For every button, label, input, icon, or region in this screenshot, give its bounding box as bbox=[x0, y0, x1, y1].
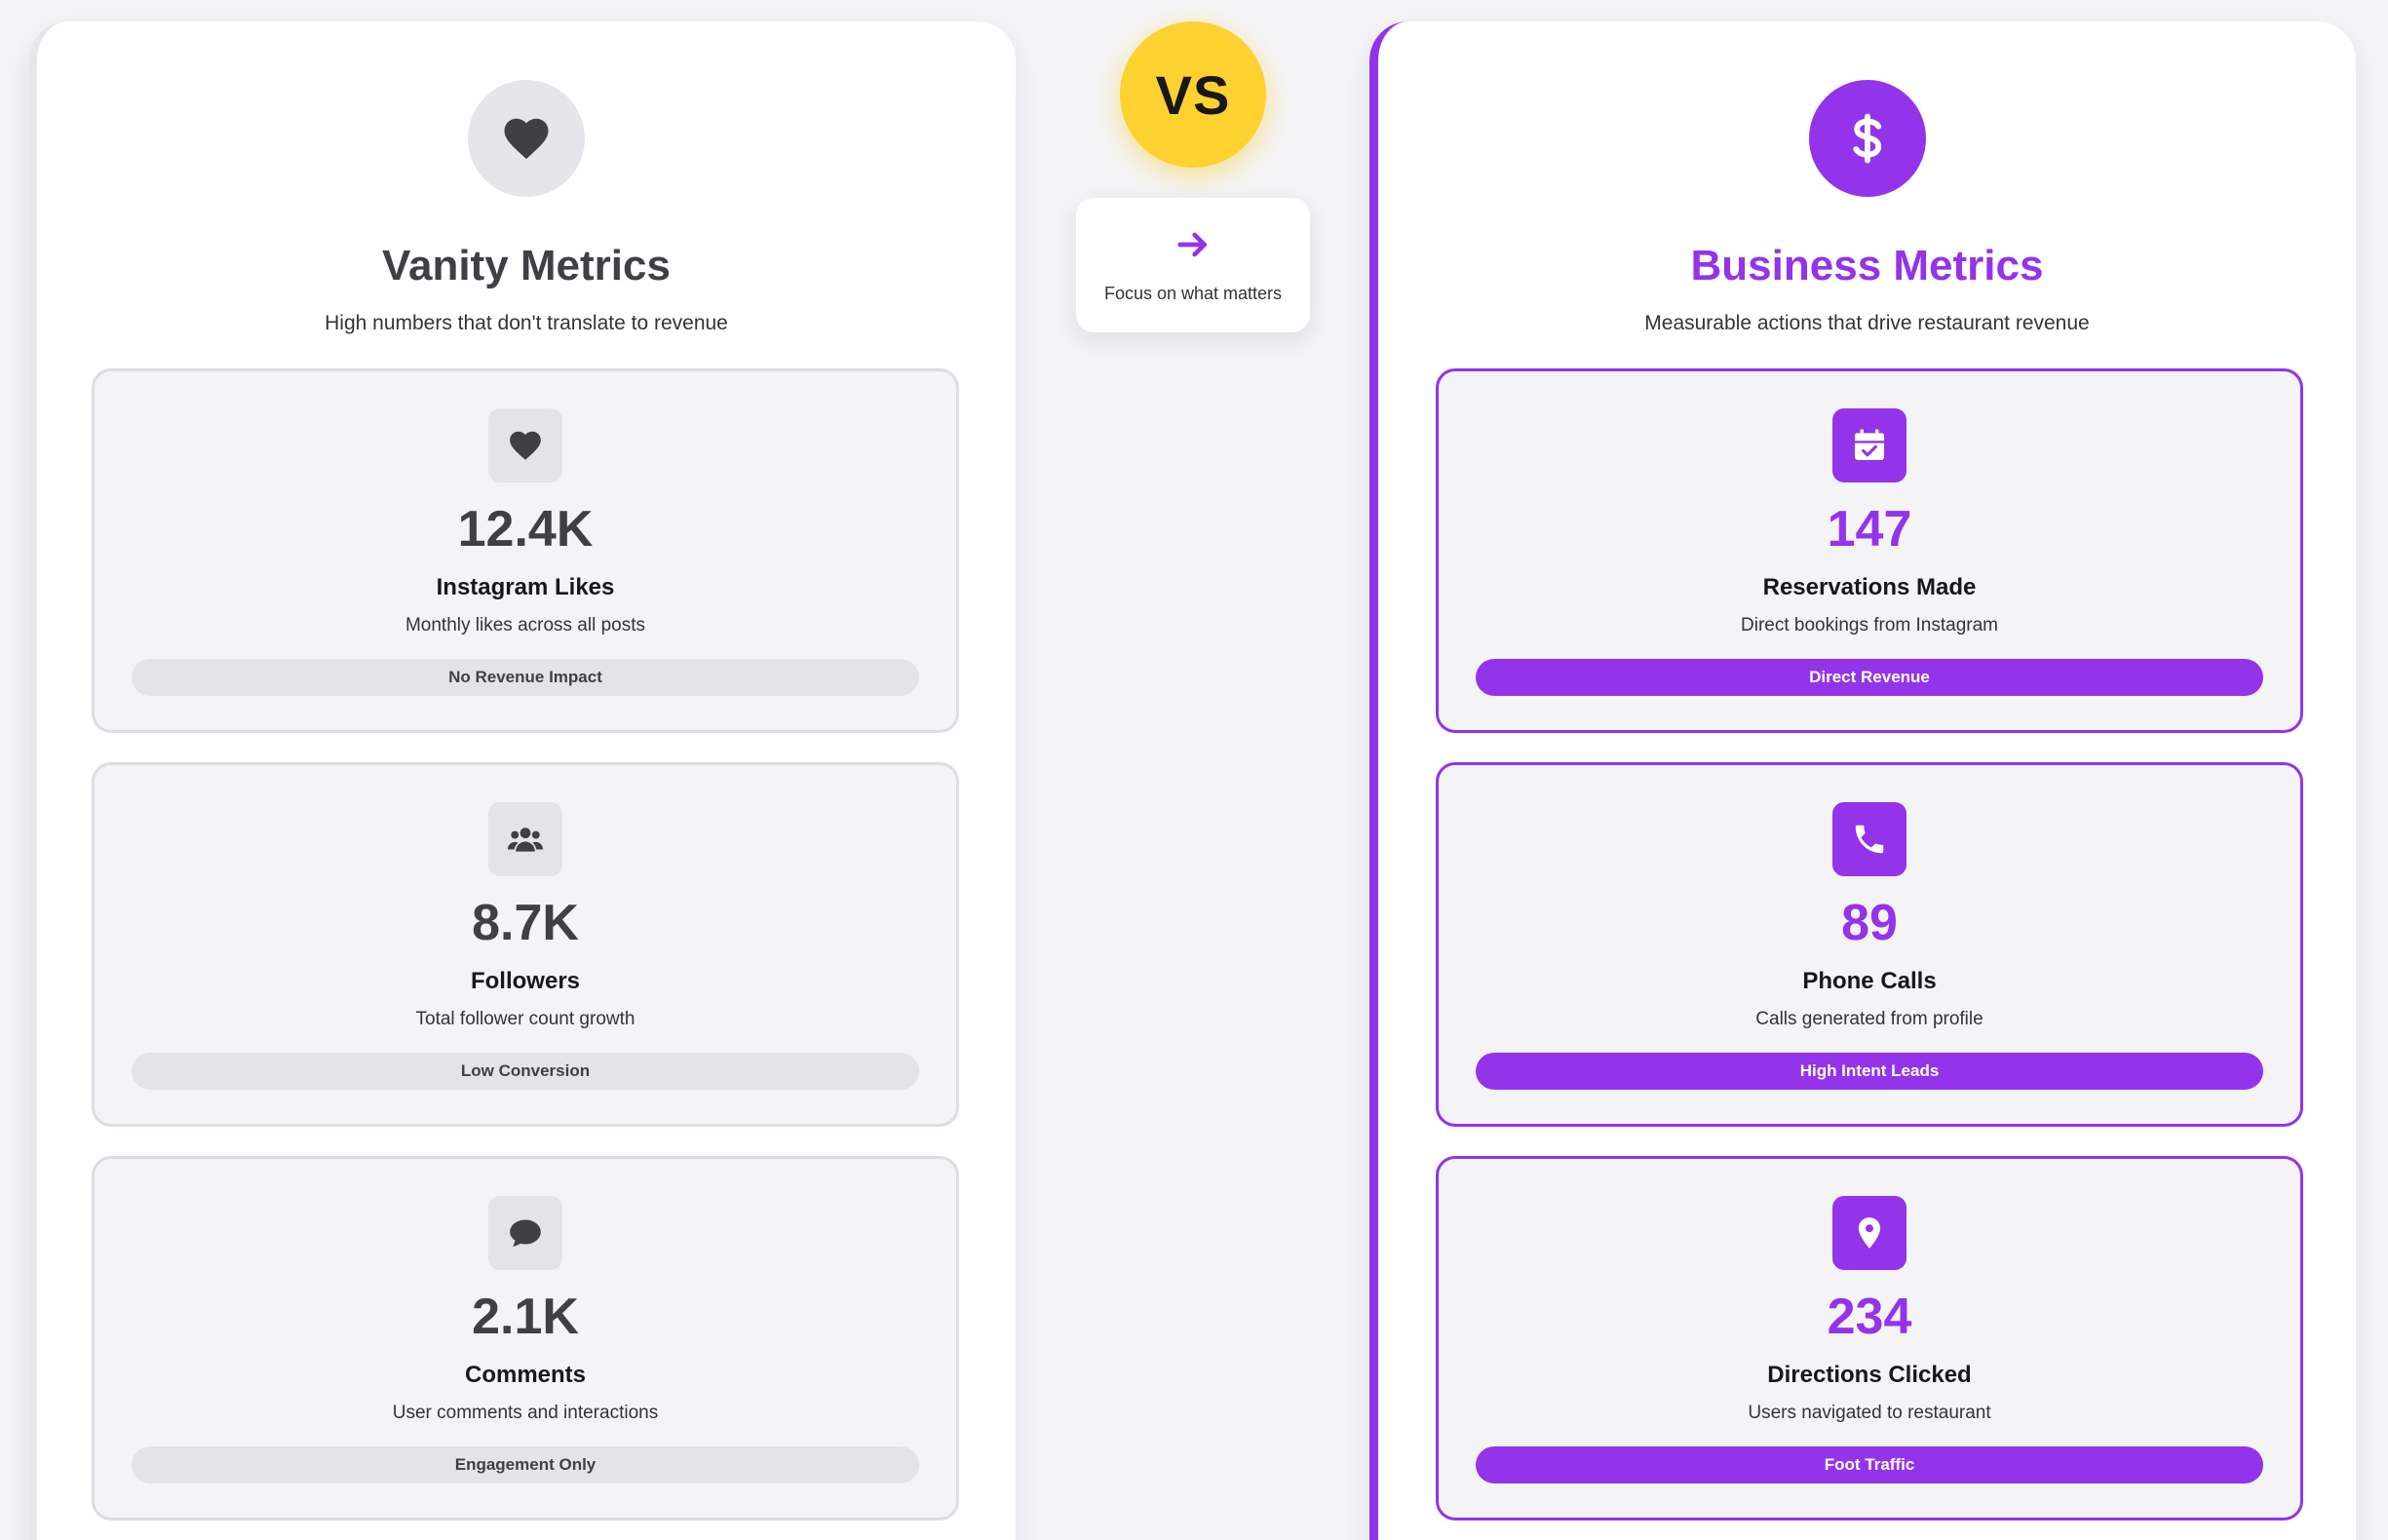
business-metrics-panel: Business Metrics Measurable actions that… bbox=[1369, 21, 2356, 1540]
phone-icon bbox=[1832, 802, 1907, 876]
metric-value: 89 bbox=[1841, 895, 1898, 951]
metric-card-instagram-likes: 12.4K Instagram Likes Monthly likes acro… bbox=[92, 368, 959, 733]
impact-tag: Low Conversion bbox=[132, 1053, 919, 1090]
dollar-icon bbox=[1808, 80, 1926, 197]
heart-icon bbox=[468, 80, 585, 197]
metric-description: Monthly likes across all posts bbox=[404, 615, 646, 635]
metric-name: Reservations Made bbox=[1762, 574, 1977, 600]
metric-value: 147 bbox=[1827, 501, 1912, 558]
vs-badge: VS bbox=[1120, 21, 1266, 168]
heart-icon bbox=[488, 408, 562, 482]
business-title: Business Metrics bbox=[1690, 242, 2044, 289]
vanity-subtitle: High numbers that don't translate to rev… bbox=[325, 312, 728, 334]
vanity-metrics-panel: Vanity Metrics High numbers that don't t… bbox=[29, 21, 1016, 1540]
metric-card-directions: 234 Directions Clicked Users navigated t… bbox=[1436, 1156, 2303, 1521]
impact-tag: No Revenue Impact bbox=[132, 659, 919, 696]
vanity-title: Vanity Metrics bbox=[382, 242, 671, 289]
metric-card-phone-calls: 89 Phone Calls Calls generated from prof… bbox=[1436, 762, 2303, 1127]
metric-value: 12.4K bbox=[457, 501, 594, 558]
metric-value: 8.7K bbox=[472, 895, 579, 951]
metric-name: Followers bbox=[470, 968, 581, 994]
metric-description: Calls generated from profile bbox=[1755, 1009, 1984, 1029]
business-subtitle: Measurable actions that drive restaurant… bbox=[1644, 312, 2090, 334]
impact-tag: Foot Traffic bbox=[1476, 1446, 2263, 1483]
metric-card-comments: 2.1K Comments User comments and interact… bbox=[92, 1156, 959, 1521]
metric-name: Directions Clicked bbox=[1767, 1362, 1972, 1388]
metric-card-reservations: 147 Reservations Made Direct bookings fr… bbox=[1436, 368, 2303, 733]
metric-description: User comments and interactions bbox=[392, 1403, 659, 1423]
calendar-check-icon bbox=[1832, 408, 1907, 482]
impact-tag: Direct Revenue bbox=[1476, 659, 2263, 696]
map-pin-icon bbox=[1832, 1196, 1907, 1270]
users-icon bbox=[488, 802, 562, 876]
metric-card-followers: 8.7K Followers Total follower count grow… bbox=[92, 762, 959, 1127]
metric-description: Users navigated to restaurant bbox=[1748, 1403, 1991, 1423]
focus-text: Focus on what matters bbox=[1103, 284, 1283, 303]
metric-description: Total follower count growth bbox=[415, 1009, 636, 1029]
metric-description: Direct bookings from Instagram bbox=[1741, 615, 1998, 635]
focus-callout: Focus on what matters bbox=[1076, 198, 1310, 332]
metric-name: Phone Calls bbox=[1802, 968, 1937, 994]
comment-icon bbox=[488, 1196, 562, 1270]
metric-value: 234 bbox=[1827, 1289, 1912, 1345]
metric-value: 2.1K bbox=[472, 1289, 579, 1345]
metric-name: Comments bbox=[464, 1362, 587, 1388]
impact-tag: Engagement Only bbox=[132, 1446, 919, 1483]
arrow-right-icon bbox=[1174, 225, 1213, 264]
impact-tag: High Intent Leads bbox=[1476, 1053, 2263, 1090]
metric-name: Instagram Likes bbox=[436, 574, 615, 600]
